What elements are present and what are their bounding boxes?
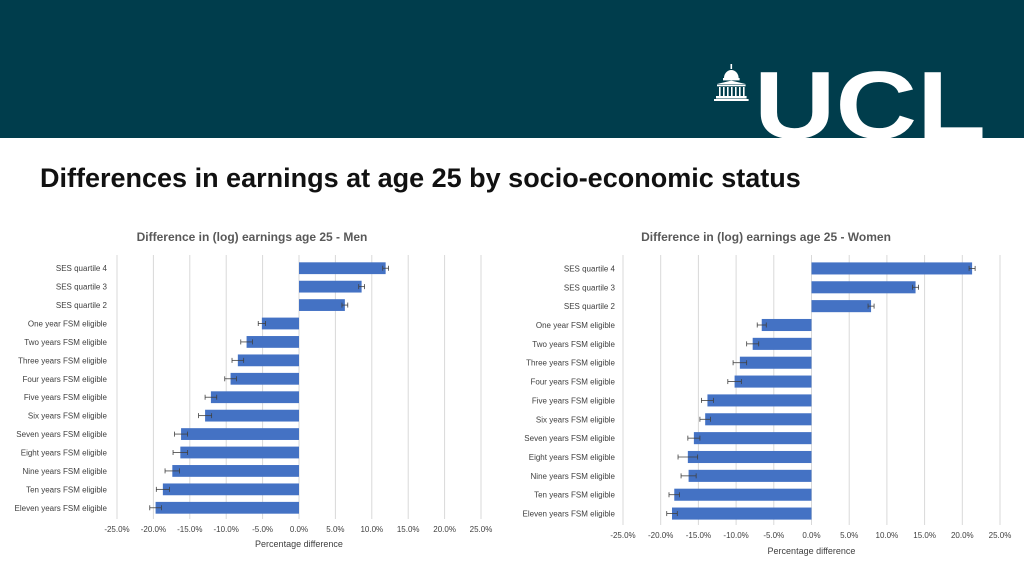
bar (739, 356, 812, 369)
bar (761, 318, 812, 332)
header-banner: UCL (0, 0, 1024, 140)
x-tick-label: -5.0% (252, 525, 273, 534)
chart-title: Difference in (log) earnings age 25 - Me… (137, 230, 368, 244)
bar (237, 354, 299, 367)
category-label: One year FSM eligible (28, 320, 108, 329)
category-label: Eight years FSM eligible (529, 453, 616, 462)
bar (705, 413, 812, 426)
category-label: Nine years FSM eligible (531, 472, 616, 481)
bar (299, 280, 362, 293)
ucl-portico-icon (714, 64, 749, 101)
category-label: One year FSM eligible (536, 321, 616, 330)
x-tick-label: 20.0% (433, 525, 456, 534)
x-tick-label: 0.0% (290, 525, 308, 534)
x-tick-label: -10.0% (723, 531, 748, 540)
category-label: Five years FSM eligible (532, 396, 616, 405)
x-tick-label: 15.0% (397, 525, 420, 534)
bar (246, 336, 299, 348)
x-axis-label: Percentage difference (255, 539, 343, 549)
category-label: SES quartile 4 (56, 264, 108, 273)
ucl-wordmark: UCL (754, 60, 986, 140)
x-tick-label: 25.0% (989, 531, 1012, 540)
x-tick-label: 5.0% (840, 531, 858, 540)
x-tick-label: -25.0% (104, 525, 129, 534)
category-label: Eleven years FSM eligible (15, 504, 108, 513)
bar (299, 299, 345, 311)
category-label: Eight years FSM eligible (21, 449, 108, 458)
ucl-logo: UCL (714, 60, 986, 140)
x-tick-label: 5.0% (326, 525, 344, 534)
bar (162, 483, 299, 496)
category-label: Two years FSM eligible (24, 338, 107, 347)
x-tick-label: 0.0% (802, 531, 820, 540)
bar (155, 501, 299, 514)
bar (674, 488, 812, 501)
bar (230, 372, 299, 385)
category-label: Three years FSM eligible (18, 356, 107, 365)
women-chart-svg: Difference in (log) earnings age 25 - Wo… (523, 230, 1012, 556)
x-tick-label: -10.0% (214, 525, 239, 534)
bar (811, 300, 872, 313)
bar (299, 262, 386, 275)
bar (205, 409, 299, 422)
x-tick-label: 20.0% (951, 531, 974, 540)
bar (172, 465, 299, 477)
x-tick-label: -15.0% (177, 525, 202, 534)
category-label: Four years FSM eligible (23, 375, 108, 384)
x-tick-label: 15.0% (913, 531, 936, 540)
bar (181, 428, 299, 440)
x-tick-label: -25.0% (610, 531, 635, 540)
bar (688, 469, 812, 482)
bar (707, 394, 812, 407)
x-tick-label: -20.0% (141, 525, 166, 534)
category-label: SES quartile 3 (56, 283, 108, 292)
category-label: Five years FSM eligible (24, 393, 108, 402)
bar (693, 432, 812, 445)
category-label: SES quartile 4 (564, 264, 616, 273)
chart-title: Difference in (log) earnings age 25 - Wo… (641, 230, 891, 244)
category-label: Seven years FSM eligible (16, 430, 107, 439)
women-earnings-chart: Difference in (log) earnings age 25 - Wo… (508, 222, 1022, 562)
category-label: SES quartile 2 (564, 302, 616, 311)
x-tick-label: 25.0% (470, 525, 493, 534)
bar (687, 450, 812, 464)
x-tick-label: -20.0% (648, 531, 673, 540)
bar (180, 446, 299, 459)
x-tick-label: -5.0% (763, 531, 784, 540)
bar (210, 391, 299, 404)
category-label: SES quartile 2 (56, 301, 108, 310)
bar (734, 375, 812, 388)
x-tick-label: 10.0% (360, 525, 383, 534)
bar (752, 337, 812, 350)
x-axis-label: Percentage difference (768, 546, 856, 556)
bar (811, 281, 916, 294)
category-label: SES quartile 3 (564, 283, 616, 292)
category-label: Eleven years FSM eligible (523, 510, 616, 519)
category-label: Six years FSM eligible (28, 412, 108, 421)
bar (811, 262, 973, 275)
category-label: Two years FSM eligible (532, 340, 615, 349)
category-label: Four years FSM eligible (531, 378, 616, 387)
category-label: Nine years FSM eligible (23, 467, 108, 476)
x-tick-label: -15.0% (686, 531, 711, 540)
page-title: Differences in earnings at age 25 by soc… (40, 163, 801, 193)
category-label: Six years FSM eligible (536, 415, 616, 424)
men-earnings-chart: Difference in (log) earnings age 25 - Me… (0, 222, 510, 562)
bar (672, 507, 812, 520)
category-label: Ten years FSM eligible (26, 485, 107, 494)
x-tick-label: 10.0% (876, 531, 899, 540)
category-label: Ten years FSM eligible (534, 491, 615, 500)
bar (261, 317, 299, 330)
men-chart-svg: Difference in (log) earnings age 25 - Me… (15, 230, 493, 549)
category-label: Seven years FSM eligible (524, 434, 615, 443)
category-label: Three years FSM eligible (526, 359, 615, 368)
